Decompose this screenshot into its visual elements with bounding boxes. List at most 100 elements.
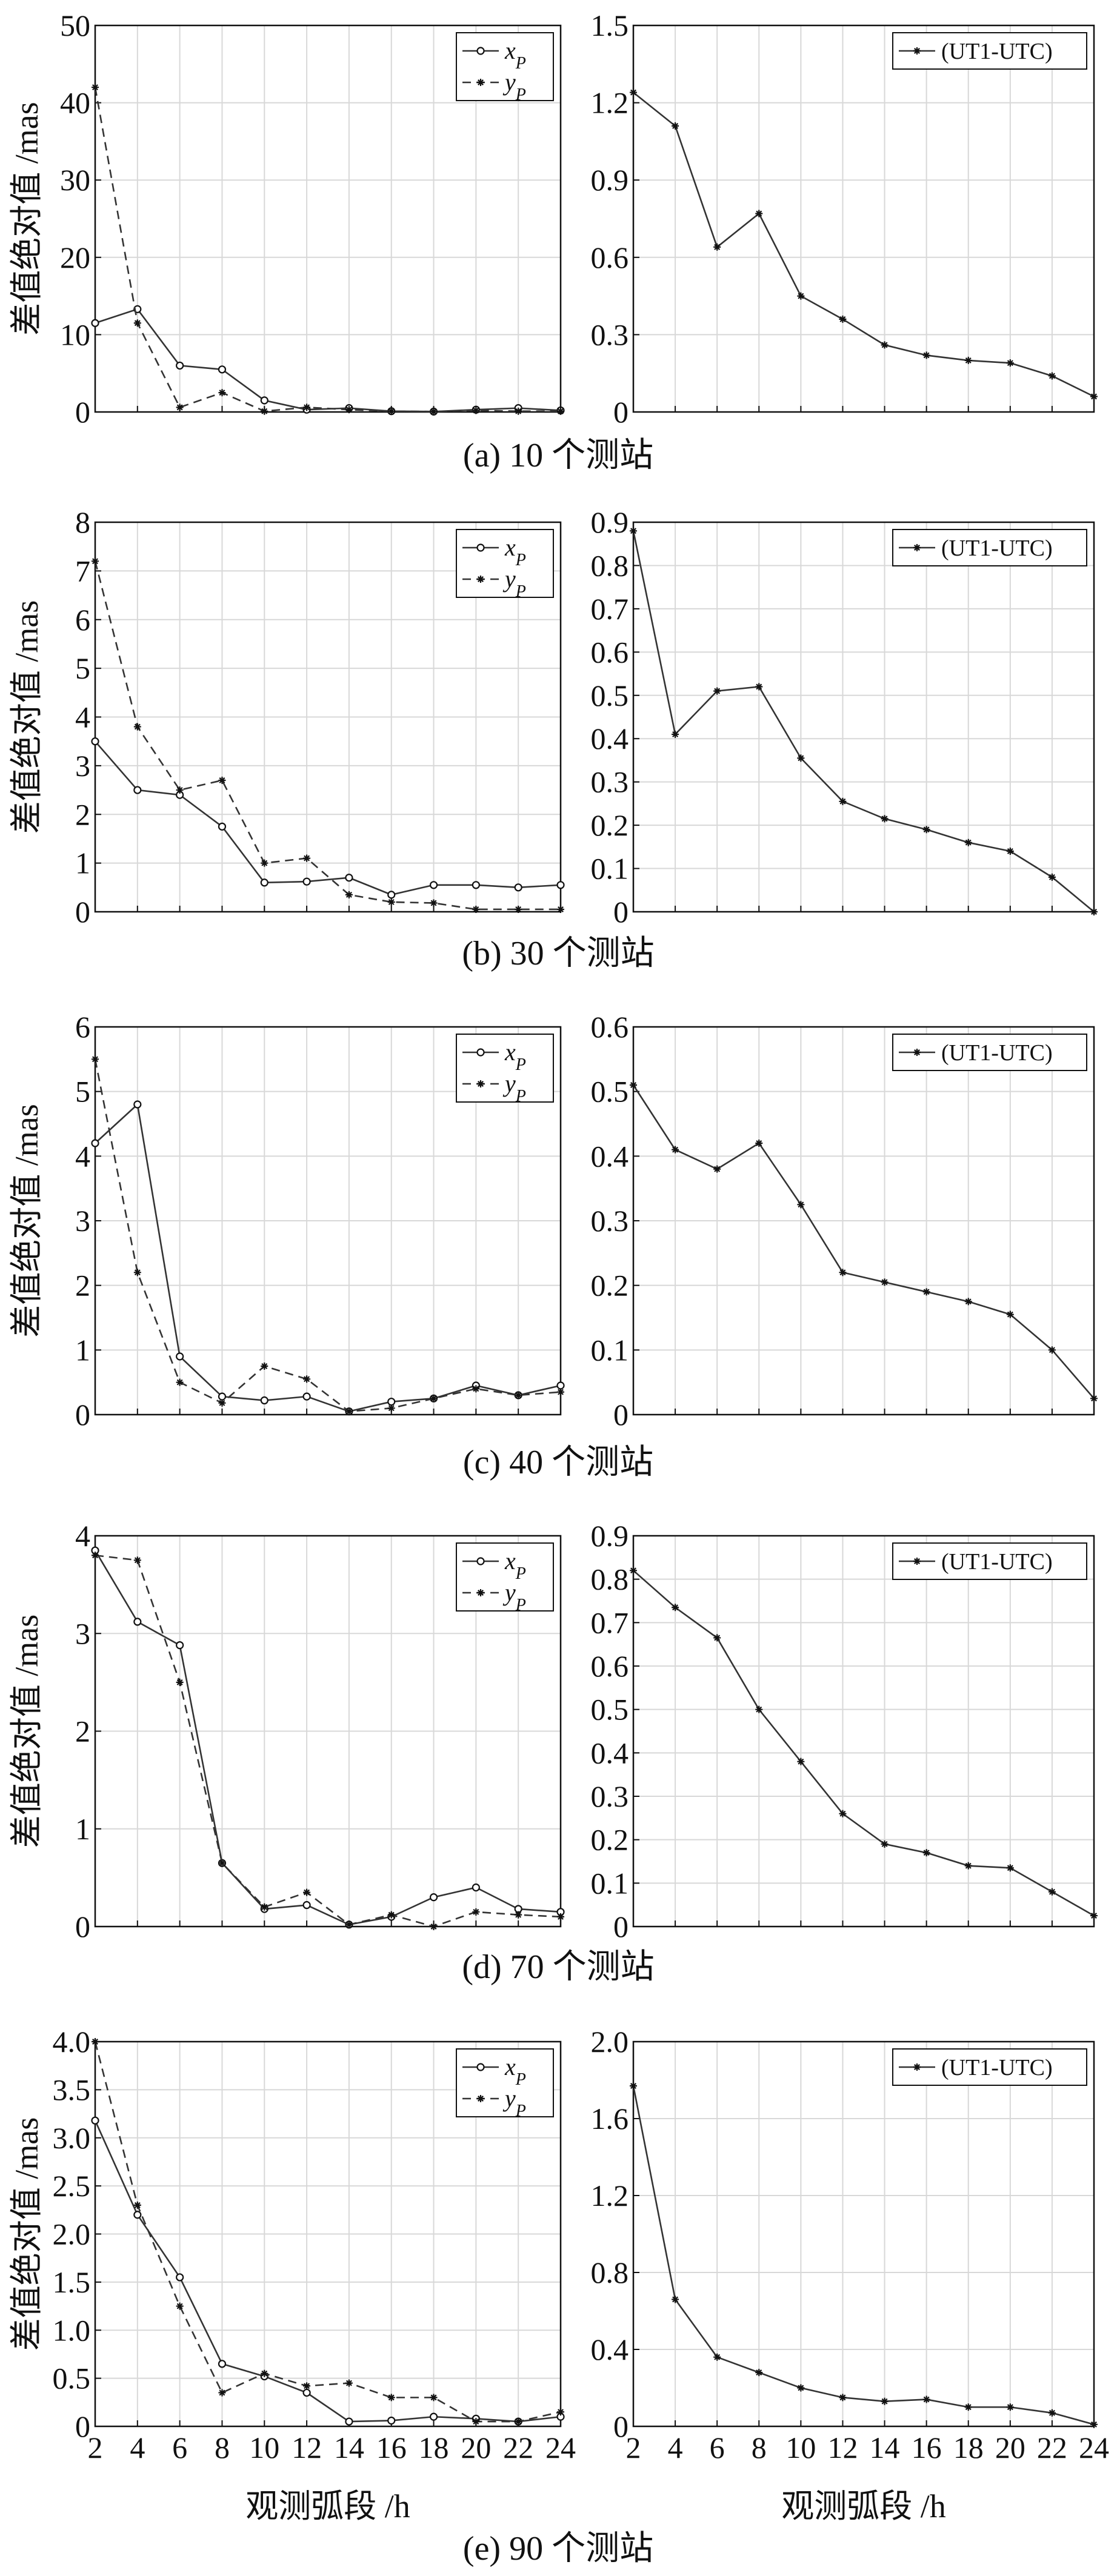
data-point (387, 891, 396, 899)
legend-label: yP (502, 1579, 526, 1615)
x-tick-label: 14 (334, 2431, 364, 2465)
data-point (839, 1810, 847, 1817)
legend: (UT1-UTC) (892, 529, 1087, 566)
data-point (302, 877, 311, 886)
data-point (91, 319, 99, 327)
series-line-x_P (95, 308, 561, 413)
x-tick-label: 24 (1079, 2431, 1109, 2465)
y-tick-label: 3 (75, 749, 90, 783)
plot-frame (94, 521, 562, 913)
data-point (557, 1388, 564, 1396)
y-tick-label: 0.4 (591, 722, 629, 755)
data-point (515, 905, 522, 913)
data-point (91, 737, 99, 746)
y-axis-label: 差值绝对值 /mas (8, 102, 45, 336)
data-point (881, 1278, 889, 1286)
data-point (881, 1840, 889, 1848)
data-point (1090, 1395, 1098, 1403)
y-tick-label: 5 (75, 1075, 90, 1109)
data-point (176, 1678, 184, 1686)
y-tick-label: 4.0 (53, 2025, 91, 2059)
data-point (345, 891, 353, 898)
data-point (672, 1146, 679, 1154)
x-tick-label: 6 (710, 2431, 725, 2465)
legend-box (456, 1034, 554, 1103)
x-tick-label: 12 (827, 2431, 858, 2465)
data-point (92, 2038, 99, 2045)
plot-frame (94, 24, 562, 413)
data-point (755, 683, 763, 691)
data-point (345, 1407, 353, 1415)
data-point (91, 1139, 99, 1147)
y-tick-label: 0 (75, 1910, 90, 1944)
y-tick-label: 0.4 (591, 1736, 629, 1770)
data-point (797, 292, 805, 300)
data-point (303, 854, 311, 862)
y-tick-label: 0.8 (591, 1562, 629, 1596)
data-point (755, 1705, 763, 1713)
data-point (387, 2394, 395, 2402)
legend-label: xP (504, 2053, 526, 2089)
data-point (1048, 2409, 1056, 2417)
data-point (92, 1055, 99, 1063)
data-point (672, 1604, 679, 1612)
x-tick-label: 20 (461, 2431, 491, 2465)
y-tick-label: 7 (75, 554, 90, 588)
data-point (1090, 393, 1098, 400)
data-point (91, 2116, 99, 2125)
y-tick-label: 0 (613, 1398, 629, 1432)
data-point (1048, 1888, 1056, 1896)
legend-marker (476, 2063, 485, 2071)
y-tick-label: 0 (75, 1398, 90, 1432)
x-tick-label: 16 (376, 2431, 407, 2465)
data-point (133, 723, 141, 731)
y-tick-label: 0 (75, 395, 90, 429)
data-point (672, 122, 679, 130)
y-tick-label: 0.9 (591, 1519, 629, 1553)
chart-panel-e-9: 00.40.81.21.62.02 4 6 8 10 12 14 16 18 20 22 24(UT1… (591, 2025, 1110, 2525)
x-tick-label: 22 (1037, 2431, 1067, 2465)
data-point (133, 1556, 141, 1564)
data-point (472, 1883, 480, 1892)
data-point (430, 2394, 438, 2402)
legend-marker (476, 1557, 485, 1565)
legend-marker (913, 2063, 921, 2071)
x-tick-label: 6 (172, 2431, 187, 2465)
y-tick-label: 0.2 (591, 1823, 629, 1857)
data-point (964, 1862, 972, 1870)
legend-label: (UT1-UTC) (941, 39, 1053, 64)
data-point (1006, 1310, 1014, 1318)
data-point (797, 1201, 805, 1209)
data-point (92, 557, 99, 565)
data-point (515, 1911, 522, 1919)
y-axis-label: 差值绝对值 /mas (8, 1104, 45, 1338)
data-point (472, 905, 480, 913)
data-point (430, 899, 438, 907)
y-tick-label: 0.5 (591, 1075, 629, 1109)
data-point (133, 319, 141, 327)
y-tick-label: 2.0 (53, 2217, 91, 2251)
data-point (881, 2397, 889, 2405)
y-tick-label: 0.3 (591, 317, 629, 351)
x-tick-label: 10 (785, 2431, 816, 2465)
data-point (218, 1392, 227, 1401)
series-line-(UT1-UTC) (632, 2085, 1095, 2426)
y-tick-label: 0.5 (591, 1693, 629, 1727)
y-axis-label: 差值绝对值 /mas (8, 600, 45, 834)
data-point (176, 2302, 184, 2310)
legend-label: yP (502, 565, 526, 601)
y-tick-label: 0.9 (591, 163, 629, 197)
y-tick-label: 4 (75, 1519, 90, 1553)
data-point (964, 1298, 972, 1306)
data-point (556, 1381, 565, 1390)
data-point (556, 881, 565, 889)
y-tick-label: 0.8 (591, 2256, 629, 2289)
data-point (515, 2418, 522, 2426)
data-point (557, 407, 564, 415)
panel-caption: (c) 40 个测站 (463, 1444, 653, 1481)
data-point (429, 2412, 438, 2421)
series-line-x_P (94, 2120, 561, 2423)
y-tick-label: 0.6 (591, 1649, 629, 1683)
data-point (133, 2201, 141, 2209)
y-tick-label: 5 (75, 651, 90, 685)
